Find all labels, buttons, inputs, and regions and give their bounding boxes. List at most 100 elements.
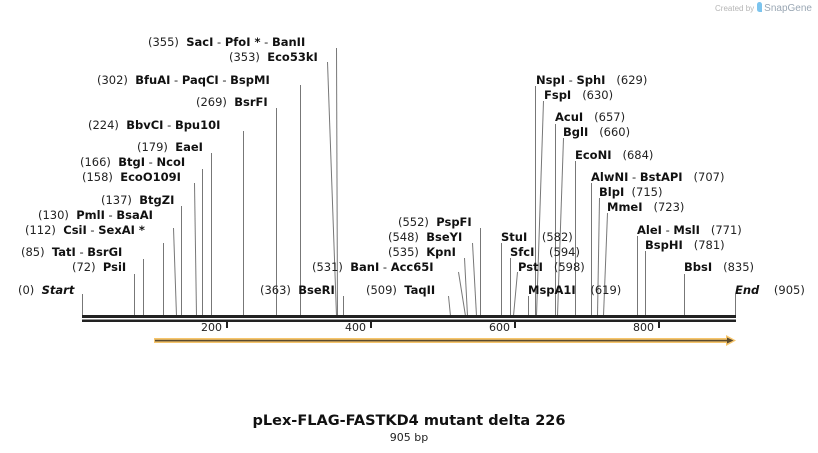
enzyme-ncoI[interactable]: NcoI	[156, 155, 186, 169]
site-label-531[interactable]: (531) BanI - Acc65I	[312, 260, 434, 274]
site-label-723[interactable]: MmeI (723)	[607, 200, 684, 214]
site-line-158[interactable]	[194, 182, 197, 317]
site-label-660[interactable]: BglI (660)	[563, 125, 630, 139]
site-line-548[interactable]	[472, 242, 477, 317]
enzyme-bpu10I[interactable]: Bpu10I	[174, 118, 221, 132]
enzyme-bbvCI[interactable]: BbvCI	[126, 118, 164, 132]
enzyme-bsaAI[interactable]: BsaAI	[116, 208, 153, 222]
enzyme-sfcI[interactable]: SfcI	[510, 245, 535, 259]
enzyme-bseYI[interactable]: BseYI	[426, 230, 463, 244]
site-position: (619)	[590, 283, 622, 297]
enzyme-pspFI[interactable]: PspFI	[436, 215, 472, 229]
site-label-302[interactable]: (302) BfuAI - PaqCI - BspMI	[97, 73, 270, 87]
enzyme-banI[interactable]: BanI	[350, 260, 380, 274]
site-label-355[interactable]: (355) SacI - PfoI * - BanII	[148, 35, 305, 49]
enzyme-aleI[interactable]: AleI	[637, 223, 662, 237]
enzyme-nspI[interactable]: NspI	[536, 73, 565, 87]
enzyme-bfuAI[interactable]: BfuAI	[135, 73, 171, 87]
site-label-598[interactable]: PstI (598)	[518, 260, 585, 274]
site-label-629[interactable]: NspI - SphI (629)	[536, 73, 647, 87]
enzyme-acuI[interactable]: AcuI	[555, 110, 584, 124]
enzyme-pstI[interactable]: PstI	[518, 260, 543, 274]
enzyme-bglI[interactable]: BglI	[563, 125, 589, 139]
enzyme-ecoNI[interactable]: EcoNI	[575, 148, 612, 162]
enzyme-sexAI[interactable]: SexAI *	[98, 223, 145, 237]
site-label-619[interactable]: MspA1I (619)	[528, 283, 621, 297]
site-label-771[interactable]: AleI - MslI (771)	[637, 223, 742, 237]
site-line-353[interactable]	[327, 61, 337, 317]
enzyme-bbsI[interactable]: BbsI	[684, 260, 713, 274]
site-label-781[interactable]: BspHI (781)	[645, 238, 725, 252]
site-label-657[interactable]: AcuI (657)	[555, 110, 625, 124]
enzyme-bsrFI[interactable]: BsrFI	[234, 95, 268, 109]
feature-arrow[interactable]	[154, 335, 736, 346]
enzyme-fspI[interactable]: FspI	[544, 88, 572, 102]
site-line-660[interactable]	[557, 137, 564, 317]
site-label-835[interactable]: BbsI (835)	[684, 260, 754, 274]
site-label-269[interactable]: (269) BsrFI	[196, 95, 268, 109]
enzyme-btgI[interactable]: BtgI	[118, 155, 146, 169]
separator: -	[260, 35, 272, 49]
site-line-509[interactable]	[448, 295, 451, 317]
enzyme-mslI[interactable]: MslI	[673, 223, 700, 237]
enzyme-eco53kI[interactable]: Eco53kI	[267, 50, 318, 64]
site-label-85[interactable]: (85) TatI - BsrGI	[21, 245, 122, 259]
site-line-531[interactable]	[458, 271, 466, 317]
site-label-630[interactable]: FspI (630)	[544, 88, 613, 102]
site-line-355[interactable]	[336, 47, 338, 317]
enzyme-alwNI[interactable]: AlwNI	[591, 170, 629, 184]
enzyme-tatI[interactable]: TatI	[51, 245, 76, 259]
enzyme-sphI[interactable]: SphI	[576, 73, 606, 87]
site-label-594[interactable]: SfcI (594)	[510, 245, 580, 259]
enzyme-pmlI[interactable]: PmlI	[76, 208, 105, 222]
site-label-158[interactable]: (158) EcoO109I	[82, 170, 181, 184]
site-label-224[interactable]: (224) BbvCI - Bpu10I	[88, 118, 220, 132]
site-label-363[interactable]: (363) BseRI	[260, 283, 335, 297]
enzyme-paqCI[interactable]: PaqCI	[181, 73, 219, 87]
site-label-166[interactable]: (166) BtgI - NcoI	[80, 155, 185, 169]
site-label-684[interactable]: EcoNI (684)	[575, 148, 653, 162]
enzyme-taqII[interactable]: TaqII	[404, 283, 436, 297]
site-label-137[interactable]: (137) BtgZI	[101, 193, 174, 207]
enzyme-bspMI[interactable]: BspMI	[230, 73, 270, 87]
site-line-130[interactable]	[173, 227, 177, 317]
enzyme-stuI[interactable]: StuI	[501, 230, 528, 244]
site-label-509[interactable]: (509) TaqII	[366, 283, 435, 297]
enzyme-bstAPI[interactable]: BstAPI	[639, 170, 683, 184]
site-label-72[interactable]: (72) PsiI	[72, 260, 126, 274]
site-position: (552)	[398, 215, 429, 229]
enzyme-ecoO109I[interactable]: EcoO109I	[120, 170, 181, 184]
site-label-715[interactable]: BlpI (715)	[599, 185, 662, 199]
enzyme-csiI[interactable]: CsiI	[63, 223, 87, 237]
enzyme-banII[interactable]: BanII	[271, 35, 306, 49]
site-line-598[interactable]	[513, 271, 518, 317]
site-label-548[interactable]: (548) BseYI	[388, 230, 462, 244]
site-label-535[interactable]: (535) KpnI	[388, 245, 456, 259]
enzyme-btgZI[interactable]: BtgZI	[139, 193, 175, 207]
site-label-552[interactable]: (552) PspFI	[398, 215, 472, 229]
enzyme-pfoI[interactable]: PfoI *	[224, 35, 261, 49]
enzyme-blpI[interactable]: BlpI	[599, 185, 625, 199]
site-label-582[interactable]: StuI (582)	[501, 230, 573, 244]
site-label-179[interactable]: (179) EaeI	[137, 140, 203, 154]
enzyme-sacI[interactable]: SacI	[186, 35, 214, 49]
enzyme-mmeI[interactable]: MmeI	[607, 200, 643, 214]
site-label-130[interactable]: (130) PmlI - BsaAI	[38, 208, 153, 222]
site-line-535[interactable]	[464, 257, 468, 317]
enzyme-acc65I[interactable]: Acc65I	[390, 260, 434, 274]
enzyme-bspHI[interactable]: BspHI	[645, 238, 683, 252]
site-label-112[interactable]: (112) CsiI - SexAI *	[25, 223, 145, 237]
enzyme-bseRI[interactable]: BseRI	[298, 283, 335, 297]
enzyme-bsrGI[interactable]: BsrGI	[87, 245, 123, 259]
enzyme-mspA1I[interactable]: MspA1I	[528, 283, 576, 297]
separator: -	[145, 155, 157, 169]
enzyme-eaeI[interactable]: EaeI	[175, 140, 203, 154]
site-line-630[interactable]	[536, 100, 544, 317]
strand-bottom	[82, 319, 736, 322]
enzyme-kpnI[interactable]: KpnI	[426, 245, 456, 259]
site-label-707[interactable]: AlwNI - BstAPI (707)	[591, 170, 724, 184]
site-label-353[interactable]: (353) Eco53kI	[229, 50, 318, 64]
enzyme-psiI[interactable]: PsiI	[102, 260, 127, 274]
site-line-715[interactable]	[597, 197, 600, 317]
site-line-723[interactable]	[603, 212, 608, 317]
